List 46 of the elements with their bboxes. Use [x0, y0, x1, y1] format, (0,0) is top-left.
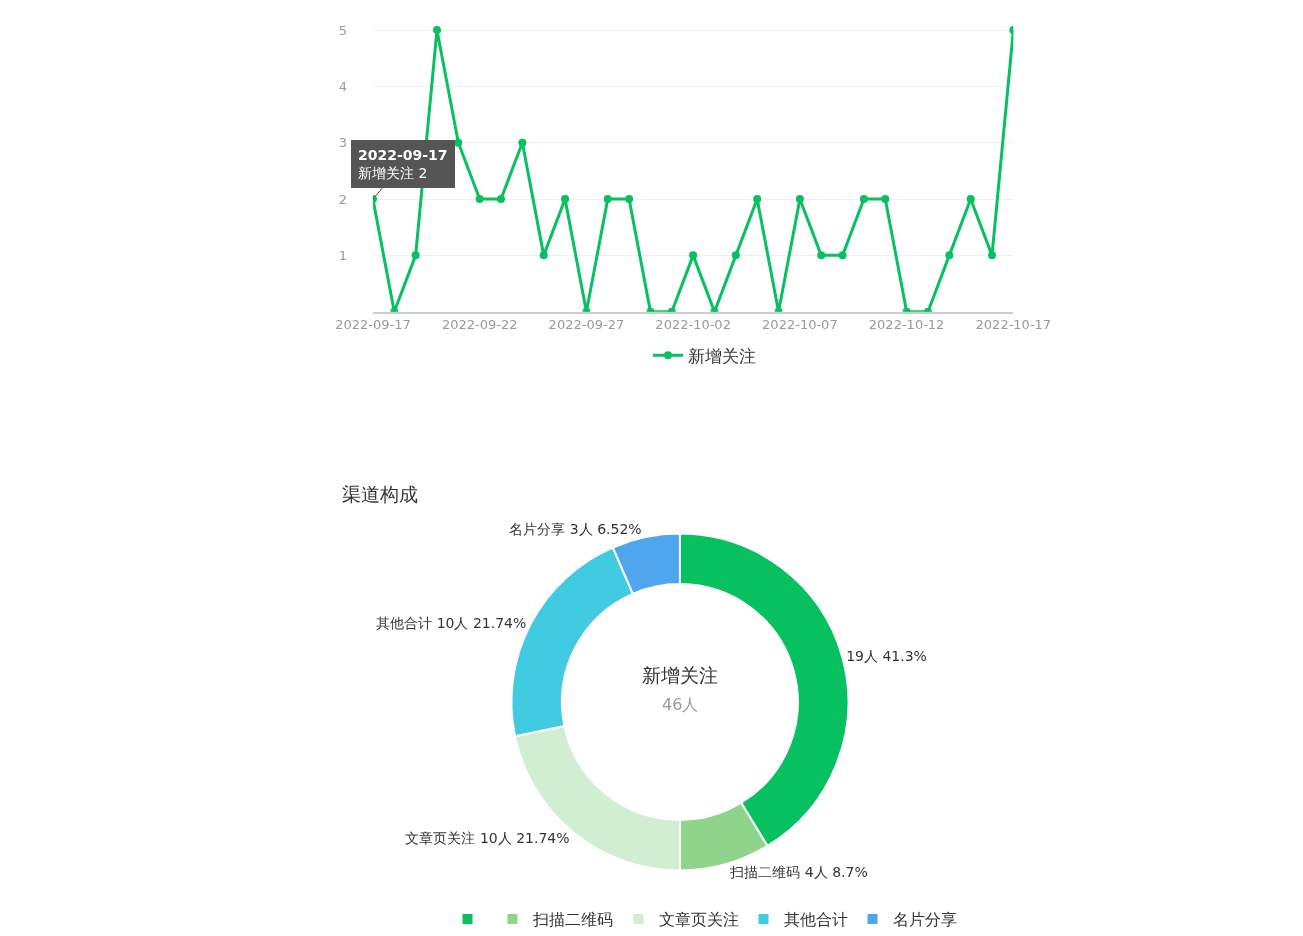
category-label: 扫描二维码 4人 8.7% — [730, 863, 868, 880]
text: 46人 — [662, 695, 699, 714]
y-tick-label: 1 — [338, 247, 347, 263]
point — [859, 195, 868, 204]
point — [689, 251, 698, 260]
point — [731, 251, 740, 260]
point — [603, 195, 612, 204]
point — [838, 251, 847, 260]
y-tick-label: 5 — [338, 22, 347, 38]
legend-label: 扫描二维码 — [531, 910, 613, 930]
x-tick-label: 2022-10-07 — [762, 317, 838, 333]
point — [945, 251, 954, 260]
category-label: 文章页关注 10人 21.74% — [405, 829, 570, 846]
legend-label: 新增关注 — [688, 345, 756, 366]
point — [539, 251, 548, 260]
point — [988, 251, 996, 260]
point — [518, 138, 527, 147]
legend-label: 名片分享 — [892, 910, 957, 930]
point — [475, 195, 484, 204]
point — [561, 195, 570, 204]
point — [497, 195, 506, 204]
y-tick-label: 4 — [338, 78, 347, 94]
x-tick-label: 2022-10-02 — [655, 317, 731, 333]
point — [881, 195, 890, 204]
x-tick-label: 2022-10-17 — [975, 317, 1052, 333]
legend-label: 文章页关注 — [658, 910, 739, 930]
point — [411, 251, 420, 260]
chart-title: 渠道构成 — [342, 483, 418, 505]
y-tick-label: 2 — [338, 191, 347, 207]
legend-label: 其他合计 — [783, 910, 848, 930]
y-tick-label: 3 — [338, 135, 347, 151]
x-tick-label: 2022-09-22 — [441, 317, 518, 333]
category-label: 其他合计 10人 21.74% — [376, 614, 527, 631]
x-tick-label: 2022-10-12 — [868, 317, 945, 333]
point — [753, 195, 762, 204]
category-label: 名片分享 3人 6.52% — [509, 521, 642, 538]
data-label: 19人 41.3% — [846, 647, 927, 664]
point — [817, 251, 826, 260]
point — [625, 195, 634, 204]
point — [966, 195, 975, 204]
text: 新增关注 — [642, 664, 718, 686]
annotation: 2022-09-17 新增关注 2 — [358, 147, 448, 182]
x-tick-label: 2022-09-27 — [548, 317, 625, 333]
point — [454, 138, 463, 147]
point — [795, 195, 804, 204]
x-tick-label: 2022-09-17 — [335, 317, 411, 333]
